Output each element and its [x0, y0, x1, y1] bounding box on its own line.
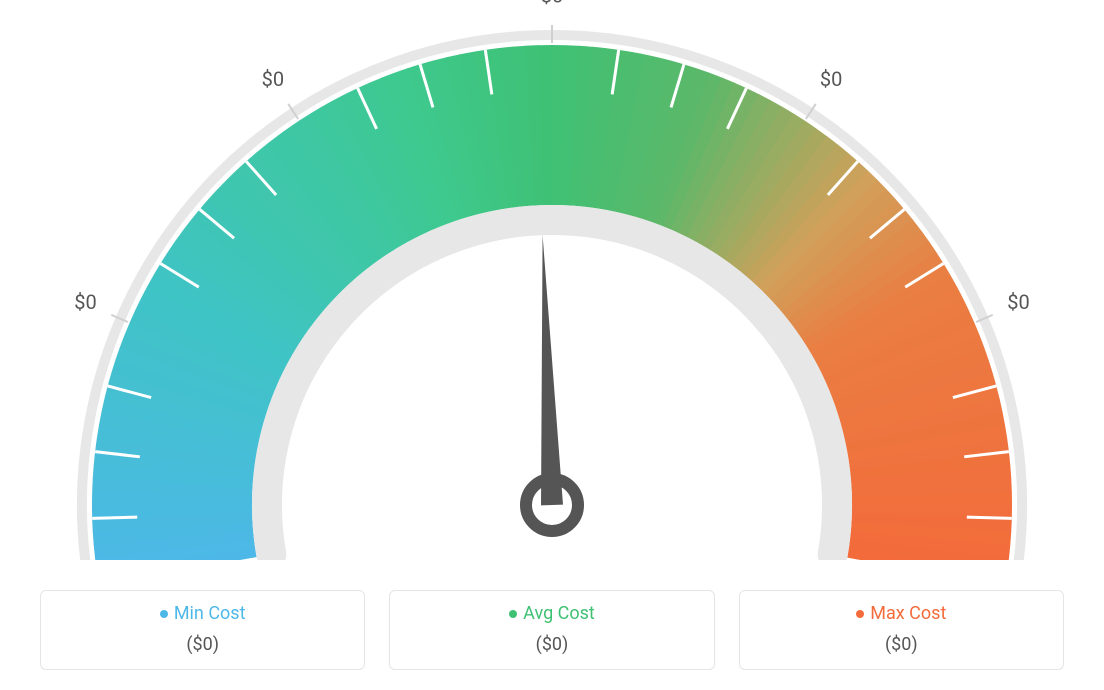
- legend-min-title: Min Cost: [49, 603, 356, 624]
- legend-card-max: Max Cost ($0): [739, 590, 1064, 670]
- legend-row: Min Cost ($0) Avg Cost ($0) Max Cost ($0…: [40, 590, 1064, 670]
- legend-avg-value: ($0): [398, 634, 705, 655]
- dot-icon: [856, 610, 864, 618]
- gauge-chart: $0$0$0$0$0$0$0: [0, 0, 1104, 560]
- legend-avg-title: Avg Cost: [398, 603, 705, 624]
- legend-card-min: Min Cost ($0): [40, 590, 365, 670]
- legend-card-avg: Avg Cost ($0): [389, 590, 714, 670]
- dot-icon: [160, 610, 168, 618]
- svg-text:$0: $0: [74, 290, 96, 314]
- legend-min-label: Min Cost: [174, 603, 246, 624]
- svg-text:$0: $0: [262, 67, 284, 91]
- svg-text:$0: $0: [820, 67, 842, 91]
- dot-icon: [509, 610, 517, 618]
- legend-avg-label: Avg Cost: [523, 603, 595, 624]
- legend-max-value: ($0): [748, 634, 1055, 655]
- svg-text:$0: $0: [1007, 290, 1029, 314]
- legend-max-label: Max Cost: [870, 603, 946, 624]
- svg-text:$0: $0: [541, 0, 563, 7]
- legend-max-title: Max Cost: [748, 603, 1055, 624]
- legend-min-value: ($0): [49, 634, 356, 655]
- cost-gauge-widget: $0$0$0$0$0$0$0 Min Cost ($0) Avg Cost ($…: [0, 0, 1104, 690]
